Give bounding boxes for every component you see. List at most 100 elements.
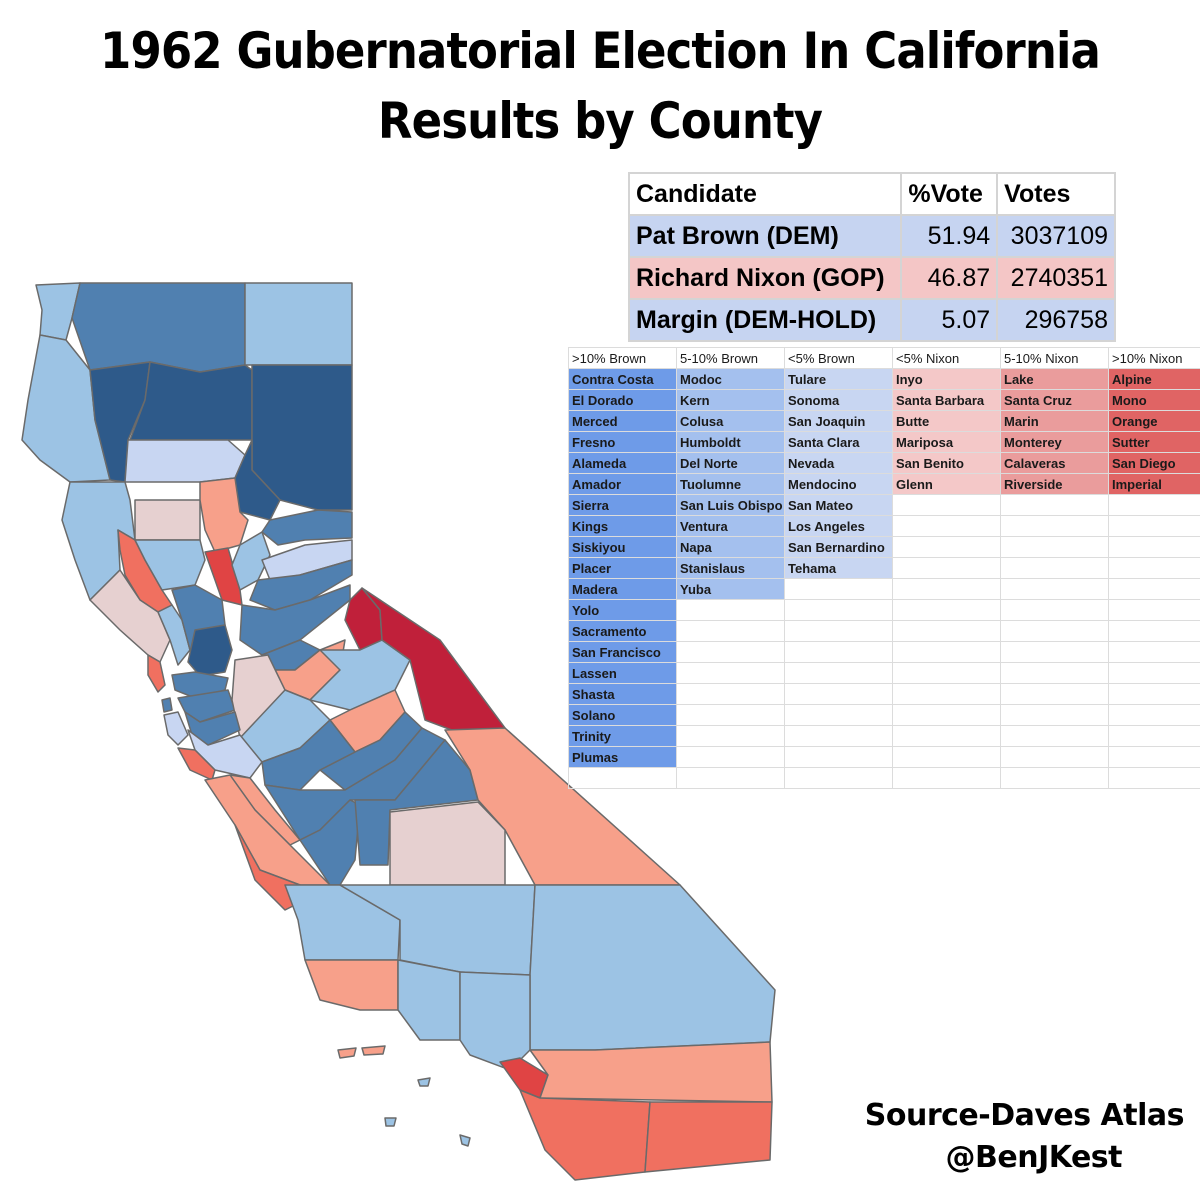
category-row: Plumas bbox=[568, 746, 1200, 768]
category-header-row: >10% Brown 5-10% Brown <5% Brown <5% Nixon 5… bbox=[568, 347, 1200, 369]
empty-cell bbox=[784, 599, 893, 621]
empty-cell bbox=[676, 725, 785, 747]
county-cell: Alpine bbox=[1108, 368, 1200, 390]
county-cell: Del Norte bbox=[676, 452, 785, 474]
empty-cell bbox=[568, 767, 677, 789]
empty-cell bbox=[784, 662, 893, 684]
empty-cell bbox=[1108, 599, 1200, 621]
empty-cell bbox=[1000, 662, 1109, 684]
empty-cell bbox=[1000, 515, 1109, 537]
county-cell: Siskiyou bbox=[568, 536, 677, 558]
empty-cell bbox=[1000, 746, 1109, 768]
county-category-table: >10% Brown 5-10% Brown <5% Brown <5% Nixon 5… bbox=[568, 347, 1200, 789]
summary-header-row: Candidate %Vote Votes bbox=[627, 172, 1116, 216]
category-row: San Francisco bbox=[568, 641, 1200, 663]
county-san-francisco bbox=[161, 697, 173, 713]
empty-cell bbox=[676, 746, 785, 768]
county-cell: San Joaquin bbox=[784, 410, 893, 432]
county-marin bbox=[147, 654, 166, 693]
channel-island-2 bbox=[361, 1045, 386, 1056]
county-cell: Riverside bbox=[1000, 473, 1109, 495]
empty-cell bbox=[892, 662, 1001, 684]
county-cell: Humboldt bbox=[676, 431, 785, 453]
county-santa-cruz bbox=[177, 747, 216, 781]
empty-cell bbox=[1108, 641, 1200, 663]
empty-cell bbox=[1108, 557, 1200, 579]
category-row: Kings Ventura Los Angeles bbox=[568, 515, 1200, 537]
empty-cell bbox=[892, 620, 1001, 642]
county-cell: Sutter bbox=[1108, 431, 1200, 453]
empty-cell bbox=[892, 683, 1001, 705]
county-mendocino bbox=[61, 481, 136, 601]
county-cell: Amador bbox=[568, 473, 677, 495]
county-cell: Los Angeles bbox=[784, 515, 893, 537]
category-row: Madera Yuba bbox=[568, 578, 1200, 600]
summary-row-brown: Pat Brown (DEM) 51.94 3037109 bbox=[627, 214, 1116, 258]
county-cell: Solano bbox=[568, 704, 677, 726]
county-ventura bbox=[397, 959, 461, 1041]
category-row: Siskiyou Napa San Bernardino bbox=[568, 536, 1200, 558]
county-modoc bbox=[244, 282, 353, 366]
category-header: <5% Brown bbox=[784, 347, 893, 369]
empty-cell bbox=[892, 725, 1001, 747]
empty-cell bbox=[784, 746, 893, 768]
category-header: <5% Nixon bbox=[892, 347, 1001, 369]
county-cell: Santa Clara bbox=[784, 431, 893, 453]
county-cell: Ventura bbox=[676, 515, 785, 537]
county-cell: San Diego bbox=[1108, 452, 1200, 474]
category-row: Trinity bbox=[568, 725, 1200, 747]
empty-cell bbox=[892, 641, 1001, 663]
header-pct-vote: %Vote bbox=[900, 172, 999, 216]
empty-cell bbox=[1000, 704, 1109, 726]
category-row: Contra Costa Modoc Tulare Inyo Lake Alpine bbox=[568, 368, 1200, 390]
candidate-name: Margin (DEM-HOLD) bbox=[627, 298, 903, 342]
empty-cell bbox=[676, 683, 785, 705]
category-row: Placer Stanislaus Tehama bbox=[568, 557, 1200, 579]
county-sacramento bbox=[187, 624, 233, 677]
county-cell: Inyo bbox=[892, 368, 1001, 390]
county-cell: Colusa bbox=[676, 410, 785, 432]
empty-cell bbox=[676, 662, 785, 684]
county-cell: Sacramento bbox=[568, 620, 677, 642]
category-row: Shasta bbox=[568, 683, 1200, 705]
empty-cell bbox=[676, 704, 785, 726]
empty-cell bbox=[892, 578, 1001, 600]
county-placer bbox=[249, 559, 353, 611]
county-cell: Lassen bbox=[568, 662, 677, 684]
empty-cell bbox=[1108, 767, 1200, 789]
category-row: Solano bbox=[568, 704, 1200, 726]
county-siskiyou bbox=[71, 282, 246, 373]
empty-cell bbox=[1108, 515, 1200, 537]
empty-cell bbox=[1108, 536, 1200, 558]
county-contra-costa bbox=[177, 689, 236, 723]
empty-cell bbox=[1000, 620, 1109, 642]
county-cell: Orange bbox=[1108, 410, 1200, 432]
county-cell: Trinity bbox=[568, 725, 677, 747]
pct-vote: 5.07 bbox=[900, 298, 999, 342]
empty-cell bbox=[892, 557, 1001, 579]
category-row: El Dorado Kern Sonoma Santa Barbara Santa Cr… bbox=[568, 389, 1200, 411]
empty-cell bbox=[892, 746, 1001, 768]
county-cell: Modoc bbox=[676, 368, 785, 390]
empty-cell bbox=[1000, 578, 1109, 600]
county-cell: Santa Cruz bbox=[1000, 389, 1109, 411]
county-cell: Imperial bbox=[1108, 473, 1200, 495]
county-cell: Mariposa bbox=[892, 431, 1001, 453]
county-imperial bbox=[644, 1101, 773, 1173]
pct-vote: 51.94 bbox=[900, 214, 999, 258]
category-row bbox=[568, 767, 1200, 789]
category-header: >10% Nixon bbox=[1108, 347, 1200, 369]
county-cell: San Mateo bbox=[784, 494, 893, 516]
category-header: 5-10% Nixon bbox=[1000, 347, 1109, 369]
empty-cell bbox=[892, 536, 1001, 558]
empty-cell bbox=[1000, 767, 1109, 789]
votes: 296758 bbox=[996, 298, 1116, 342]
empty-cell bbox=[1000, 599, 1109, 621]
county-cell: Plumas bbox=[568, 746, 677, 768]
county-riverside bbox=[529, 1041, 773, 1103]
county-cell: Contra Costa bbox=[568, 368, 677, 390]
empty-cell bbox=[1108, 494, 1200, 516]
empty-cell bbox=[676, 641, 785, 663]
empty-cell bbox=[676, 599, 785, 621]
